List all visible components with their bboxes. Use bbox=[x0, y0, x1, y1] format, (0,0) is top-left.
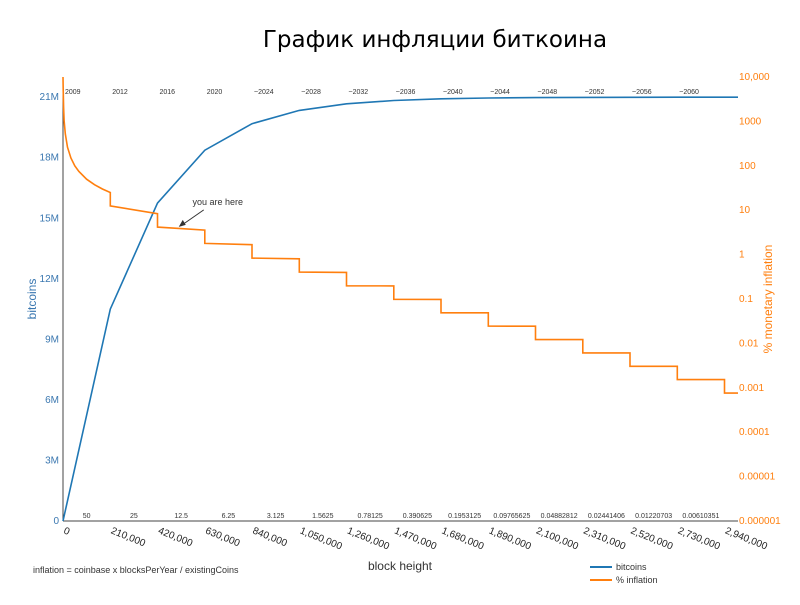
legend[interactable]: bitcoins % inflation bbox=[590, 562, 658, 585]
y-left-tick-label: 3M bbox=[45, 455, 59, 466]
y-left-axis-title: bitcoins bbox=[25, 279, 39, 320]
x-tick-label: 840,000 bbox=[251, 526, 289, 550]
year-label: ~2032 bbox=[349, 89, 369, 96]
year-label: ~2028 bbox=[301, 89, 321, 96]
bitcoins-series-line bbox=[62, 96, 738, 522]
x-tick-label: 210,000 bbox=[109, 526, 147, 550]
year-label: ~2052 bbox=[585, 89, 605, 96]
block-reward-label: 3.125 bbox=[267, 513, 285, 520]
y-left-tick-label: 0 bbox=[53, 516, 59, 527]
y-right-tick-label: 0.1 bbox=[739, 294, 753, 305]
block-reward-label: 1.5625 bbox=[312, 513, 334, 520]
y-right-axis-title: % monetary inflation bbox=[761, 245, 775, 354]
x-axis-title: block height bbox=[368, 559, 433, 573]
y-left-tick-label: 12M bbox=[40, 274, 59, 285]
year-label: 2016 bbox=[160, 89, 176, 96]
x-tick-label: 2,100,000 bbox=[534, 526, 580, 553]
annotation-you-are-here: you are here bbox=[192, 197, 243, 207]
y-right-tick-label: 0.01 bbox=[739, 338, 759, 349]
y-left-tick-label: 18M bbox=[40, 153, 59, 164]
block-reward-label: 50 bbox=[83, 513, 91, 520]
y-right-tick-label: 10,000 bbox=[739, 72, 770, 83]
inflation-formula: inflation = coinbase x blocksPerYear / e… bbox=[33, 565, 239, 575]
block-reward-label: 0.02441406 bbox=[588, 513, 625, 520]
year-label: 2020 bbox=[207, 89, 223, 96]
year-label: ~2024 bbox=[254, 89, 274, 96]
x-tick-label: 2,310,000 bbox=[582, 526, 628, 553]
x-tick-label: 2,940,000 bbox=[723, 526, 769, 553]
x-tick-label: 1,470,000 bbox=[393, 526, 439, 553]
y-left-tick-label: 15M bbox=[40, 213, 59, 224]
x-tick-label: 1,890,000 bbox=[487, 526, 533, 553]
block-reward-label: 6.25 bbox=[222, 513, 236, 520]
y-right-tick-label: 0.000001 bbox=[739, 516, 781, 527]
y-right-tick-label: 0.0001 bbox=[739, 427, 770, 438]
y-right-tick-label: 0.001 bbox=[739, 383, 764, 394]
year-label: 2012 bbox=[112, 89, 128, 96]
inflation-series-line bbox=[62, 76, 738, 394]
x-tick-label: 1,680,000 bbox=[440, 526, 486, 553]
year-label: ~2036 bbox=[396, 89, 416, 96]
year-label: ~2048 bbox=[538, 89, 558, 96]
x-tick-label: 2,520,000 bbox=[629, 526, 675, 553]
year-label: ~2044 bbox=[490, 89, 510, 96]
y-right-tick-label: 10 bbox=[739, 205, 751, 216]
y-left-tick-label: 9M bbox=[45, 334, 59, 345]
y-right-tick-label: 1000 bbox=[739, 116, 762, 127]
year-label: 2009 bbox=[65, 89, 81, 96]
y-left-tick-label: 6M bbox=[45, 395, 59, 406]
block-reward-label: 0.78125 bbox=[357, 513, 382, 520]
chart-title: График инфляции биткоина bbox=[263, 27, 607, 53]
x-tick-label: 0 bbox=[62, 526, 72, 538]
block-reward-label: 0.1953125 bbox=[448, 513, 481, 520]
x-tick-label: 630,000 bbox=[204, 526, 242, 550]
annotation-arrow-head bbox=[178, 219, 186, 227]
plot-area: 0 3M 6M 9M 12M 15M 18M 21M 10,000 1000 100 10 1 0.1 0.… bbox=[25, 72, 781, 553]
block-reward-label: 12.5 bbox=[174, 513, 188, 520]
y-right-tick-label: 0.00001 bbox=[739, 472, 776, 483]
block-reward-label: 0.04882812 bbox=[541, 513, 578, 520]
legend-label[interactable]: % inflation bbox=[616, 575, 658, 585]
block-reward-label: 25 bbox=[130, 513, 138, 520]
y-right-tick-label: 1 bbox=[739, 250, 745, 261]
y-right-tick-label: 100 bbox=[739, 161, 756, 172]
x-tick-label: 1,050,000 bbox=[298, 526, 344, 553]
block-reward-label: 0.09765625 bbox=[493, 513, 530, 520]
y-left-tick-label: 21M bbox=[40, 92, 59, 103]
x-tick-label: 420,000 bbox=[156, 526, 194, 550]
x-tick-label: 2,730,000 bbox=[676, 526, 722, 553]
legend-label[interactable]: bitcoins bbox=[616, 562, 647, 572]
year-label: ~2056 bbox=[632, 89, 652, 96]
block-reward-label: 0.01220703 bbox=[635, 513, 672, 520]
block-reward-label: 0.00610351 bbox=[682, 513, 719, 520]
x-tick-label: 1,260,000 bbox=[345, 526, 391, 553]
year-label: ~2060 bbox=[679, 89, 699, 96]
year-label: ~2040 bbox=[443, 89, 463, 96]
block-reward-label: 0.390625 bbox=[403, 513, 432, 520]
